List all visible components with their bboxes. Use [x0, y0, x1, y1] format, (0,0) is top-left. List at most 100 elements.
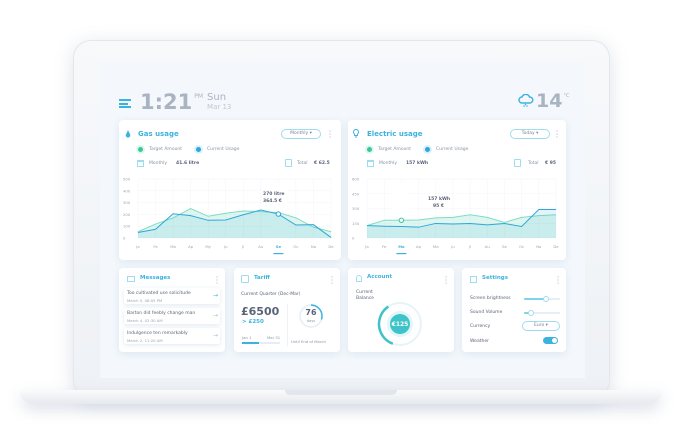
selected-month-indicator [396, 253, 407, 255]
tooltip-box [269, 183, 288, 238]
message-text: Indulgence ten remarkably [127, 331, 188, 336]
y-tick-label: 0 [352, 236, 355, 241]
gas-tooltip-line1: 270 litre [263, 192, 285, 197]
message-item[interactable]: Barton did feebly change man March 4, 02:… [124, 308, 220, 324]
x-tick-label: Ma [170, 244, 176, 249]
electric-more-menu[interactable]: · · · [555, 127, 559, 142]
highlight-point [398, 217, 405, 223]
divider [287, 304, 288, 346]
electric-period-value: Today [521, 131, 535, 136]
dashboard-screen: 1:21 PM Sun Mar 13 14 °C Gas usage Month… [100, 62, 585, 378]
x-tick-label: Ma [433, 244, 439, 249]
cloud-snow-icon [518, 94, 534, 107]
x-tick-label: Ap [416, 244, 422, 249]
y-tick-label: 150 [352, 221, 360, 226]
x-tick-label: No [536, 244, 542, 249]
settings-icon [470, 276, 477, 283]
calendar-icon [367, 160, 374, 167]
balance-gauge [377, 301, 423, 347]
gas-monthly-label: Monthly [149, 161, 168, 166]
tooltip-box [392, 183, 411, 238]
volume-slider[interactable] [524, 310, 560, 316]
gas-total-value: € 62.5 [314, 161, 330, 166]
days-count: 76 [305, 308, 317, 317]
currency-value: Euro [534, 323, 545, 328]
message-item[interactable]: Too cultivated use solicitude March 5, 08… [124, 288, 220, 304]
electric-total-label: Total [528, 161, 539, 166]
x-tick-label: Ja [364, 244, 368, 249]
x-tick-label: Ju [223, 244, 228, 249]
temperature-unit: °C [563, 93, 570, 99]
weather-toggle[interactable] [543, 337, 558, 344]
gas-legend-current: Current Usage [207, 147, 240, 152]
y-tick-label: 400 [123, 188, 131, 193]
account-title: Account [367, 274, 393, 280]
brightness-label: Screen brightness [470, 296, 511, 301]
balance-value: €125 [391, 321, 409, 328]
message-item[interactable]: Indulgence ten remarkably March 2, 11:20 … [124, 328, 220, 344]
gas-period-dropdown[interactable]: Monthly ▾ [281, 129, 321, 139]
x-tick-label: De [553, 244, 559, 249]
flame-icon [125, 130, 131, 138]
settings-card: Settings · · · Screen brightness Sound Vol… [462, 268, 566, 352]
messages-card: Messages · · · Too cultivated use solicitu… [119, 268, 225, 352]
days-unit: days [306, 319, 316, 323]
x-tick-label: De [328, 244, 334, 249]
receipt-icon [285, 159, 292, 167]
y-tick-label: 300 [123, 200, 131, 205]
receipt-icon [514, 159, 521, 167]
target-legend-dot [367, 147, 372, 152]
electric-legend-current: Current Usage [436, 147, 469, 152]
user-icon [356, 275, 362, 282]
x-tick-label: Oc [293, 244, 298, 249]
account-more-menu[interactable]: · · · [444, 273, 448, 288]
current-legend-dot [196, 147, 201, 152]
tariff-quarter: Current Quarter (Dec-Mar) [241, 292, 301, 297]
menu-icon[interactable] [119, 99, 131, 108]
tariff-more-menu[interactable]: · · · [330, 273, 334, 288]
x-tick-label: Fe [382, 244, 387, 249]
y-tick-label: 0 [123, 236, 126, 241]
target-legend-dot [138, 147, 143, 152]
currency-dropdown[interactable]: Euro ▾ [522, 321, 560, 331]
electric-monthly-label: Monthly [379, 161, 398, 166]
volume-handle[interactable] [528, 310, 535, 316]
tariff-progress-bar [242, 342, 280, 344]
brightness-handle[interactable] [542, 296, 549, 302]
volume-label: Sound Volume [470, 310, 503, 315]
x-tick-label: Oc [519, 244, 524, 249]
x-tick-label: Se [276, 244, 282, 249]
x-tick-label: Ap [188, 244, 194, 249]
series-line [366, 214, 557, 227]
brightness-slider[interactable] [524, 296, 560, 302]
tariff-end: Mar 31 [267, 335, 281, 340]
clock-day-date: Sun Mar 13 [207, 92, 231, 111]
messages-more-menu[interactable]: · · · [215, 273, 219, 288]
lightbulb-icon [353, 129, 359, 138]
clock-day: Sun [207, 92, 227, 103]
electric-tooltip-line1: 157 kWh [428, 197, 451, 202]
volume-fill [524, 312, 532, 314]
calendar-icon [137, 160, 144, 167]
x-tick-label: My [205, 244, 211, 249]
gas-more-menu[interactable]: · · · [328, 127, 332, 142]
x-tick-label: Au [485, 244, 491, 249]
settings-title: Settings [482, 275, 508, 281]
laptop-notch [285, 390, 397, 395]
highlight-point [275, 211, 282, 217]
brightness-fill [524, 298, 546, 300]
gas-total-label: Total [297, 161, 308, 166]
settings-more-menu[interactable]: · · · [556, 273, 560, 288]
gas-usage-card: Gas usage Monthly ▾ · · · Target Amount Cu… [119, 120, 341, 260]
tariff-amount: £6500 [241, 305, 280, 318]
tariff-card: Tariff · · · Current Quarter (Dec-Mar) £65… [234, 268, 340, 352]
message-date: March 2, 11:20 AM [127, 338, 163, 343]
series-line [137, 209, 332, 238]
electric-period-dropdown[interactable]: Today ▾ [510, 129, 550, 139]
clock-ampm: PM [194, 93, 204, 100]
clock-time: 1:21 [140, 90, 193, 114]
gas-period-value: Monthly [290, 131, 309, 136]
tariff-start: Jan 1 [242, 335, 252, 340]
electric-title: Electric usage [367, 130, 423, 138]
selected-month-indicator [273, 253, 284, 255]
